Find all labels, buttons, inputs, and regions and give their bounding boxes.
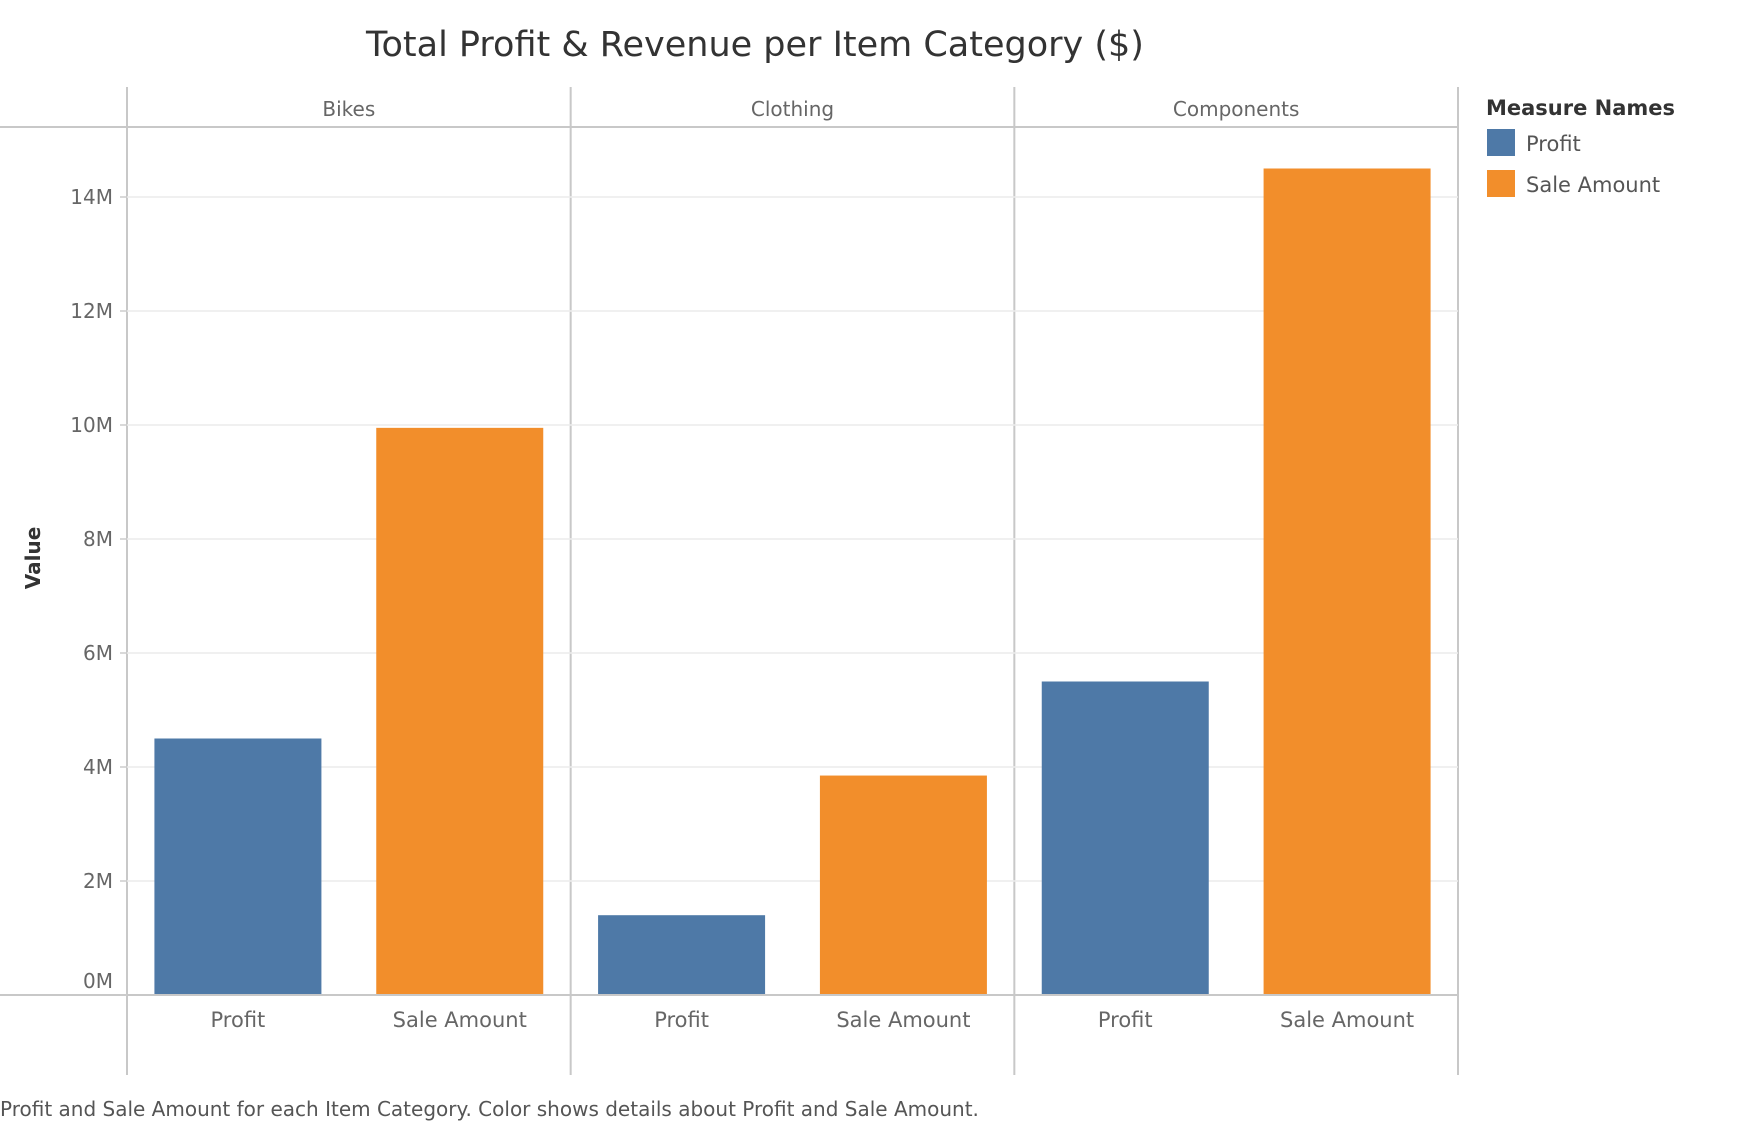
y-tick-label: 8M xyxy=(83,527,113,551)
y-axis-title: Value xyxy=(21,527,45,590)
y-tick-label: 10M xyxy=(70,413,113,437)
caption: Profit and Sale Amount for each Item Cat… xyxy=(0,1097,979,1121)
y-tick-label: 6M xyxy=(83,641,113,665)
category-header: Bikes xyxy=(322,97,375,121)
bar xyxy=(376,427,544,995)
bar xyxy=(1041,681,1209,994)
gridlines xyxy=(127,196,1458,882)
x-tick-label: Profit xyxy=(654,1008,709,1032)
y-axis: 0M 2M 4M 6M 8M 10M 12M 14M xyxy=(70,185,127,996)
category-headers: Bikes Clothing Components xyxy=(322,97,1299,121)
x-tick-label: Sale Amount xyxy=(1280,1008,1414,1032)
y-tick-label: 0M xyxy=(83,969,113,993)
bar xyxy=(598,915,766,994)
category-header: Components xyxy=(1173,97,1300,121)
legend-title: Measure Names xyxy=(1486,96,1675,120)
y-tick-label: 14M xyxy=(70,185,113,209)
bars xyxy=(154,168,1431,995)
x-axis: Profit Sale Amount Profit Sale Amount Profit… xyxy=(211,1008,1415,1032)
chart-title: Total Profit & Revenue per Item Category… xyxy=(365,25,1144,65)
y-tick-label: 4M xyxy=(83,755,113,779)
x-tick-label: Sale Amount xyxy=(836,1008,970,1032)
y-tick-label: 12M xyxy=(70,299,113,323)
chart-frame xyxy=(0,87,1459,1075)
x-tick-label: Profit xyxy=(211,1008,266,1032)
bar xyxy=(154,738,322,994)
legend-label: Profit xyxy=(1526,132,1581,156)
legend-swatch xyxy=(1487,170,1515,197)
x-tick-label: Profit xyxy=(1098,1008,1153,1032)
legend-label: Sale Amount xyxy=(1526,173,1660,197)
y-tick-label: 2M xyxy=(83,869,113,893)
legend-swatch xyxy=(1487,129,1515,156)
bar xyxy=(1263,168,1431,994)
category-header: Clothing xyxy=(751,97,834,121)
x-tick-label: Sale Amount xyxy=(393,1008,527,1032)
bar xyxy=(819,775,987,994)
legend: Measure Names Profit Sale Amount xyxy=(1486,96,1675,197)
